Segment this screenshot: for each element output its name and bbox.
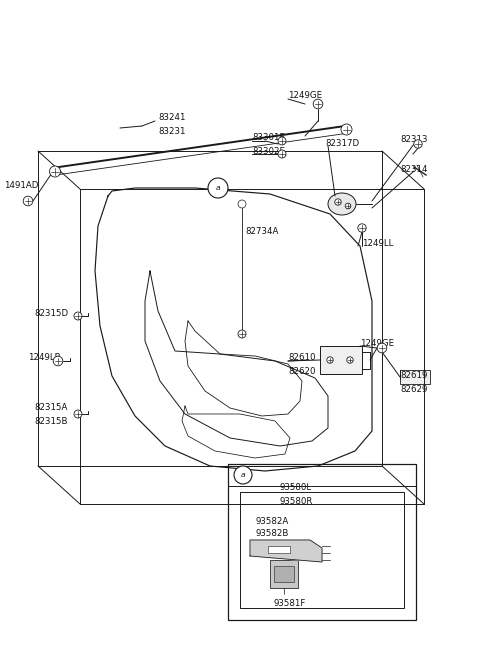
Text: 1249GE: 1249GE	[360, 340, 394, 348]
Circle shape	[327, 357, 333, 363]
Bar	[270, 560, 298, 588]
Circle shape	[414, 140, 422, 148]
Circle shape	[23, 196, 33, 206]
Circle shape	[208, 178, 228, 198]
Circle shape	[345, 203, 351, 209]
Text: 83301E: 83301E	[252, 134, 285, 142]
Text: 1249LL: 1249LL	[362, 239, 394, 249]
Bar	[320, 346, 362, 374]
Circle shape	[74, 312, 82, 320]
Text: 93580L: 93580L	[280, 483, 312, 493]
Text: 82315B: 82315B	[34, 417, 68, 426]
Circle shape	[377, 343, 387, 353]
Bar	[268, 546, 290, 553]
Circle shape	[74, 410, 82, 418]
Text: 83231: 83231	[158, 127, 185, 136]
Text: 82314: 82314	[400, 165, 428, 173]
Bar	[400, 370, 430, 384]
Text: 1491AD: 1491AD	[4, 182, 38, 190]
Text: 83241: 83241	[158, 113, 185, 123]
Circle shape	[347, 357, 353, 363]
Text: 82620: 82620	[288, 367, 315, 377]
Circle shape	[238, 200, 246, 208]
Circle shape	[278, 150, 286, 158]
Bar	[240, 492, 404, 608]
Text: 82315A: 82315A	[34, 403, 67, 413]
Text: 93581F: 93581F	[274, 600, 306, 609]
Text: 1249GE: 1249GE	[288, 91, 322, 100]
Bar	[228, 464, 416, 620]
Circle shape	[49, 166, 60, 177]
Circle shape	[234, 466, 252, 484]
Text: 82734A: 82734A	[245, 226, 278, 236]
Polygon shape	[250, 540, 322, 562]
Ellipse shape	[328, 193, 356, 215]
Text: 82317D: 82317D	[325, 140, 359, 148]
Text: 82610: 82610	[288, 354, 315, 363]
Text: a: a	[216, 185, 220, 191]
Circle shape	[313, 99, 323, 109]
Text: 82629: 82629	[400, 384, 427, 394]
Bar	[274, 566, 294, 582]
Circle shape	[238, 330, 246, 338]
Circle shape	[358, 224, 366, 232]
Text: 93582A: 93582A	[256, 516, 289, 525]
Circle shape	[53, 356, 63, 366]
Text: 83302E: 83302E	[252, 146, 285, 155]
Text: 93580R: 93580R	[280, 497, 313, 506]
Text: 93582B: 93582B	[256, 529, 289, 539]
Circle shape	[341, 124, 352, 135]
Circle shape	[335, 199, 341, 205]
Text: 82315D: 82315D	[34, 308, 68, 318]
Text: a: a	[240, 472, 245, 478]
Text: 1249LB: 1249LB	[28, 354, 60, 363]
Text: 82619: 82619	[400, 371, 427, 380]
Circle shape	[278, 137, 286, 145]
Text: 82313: 82313	[400, 136, 428, 144]
